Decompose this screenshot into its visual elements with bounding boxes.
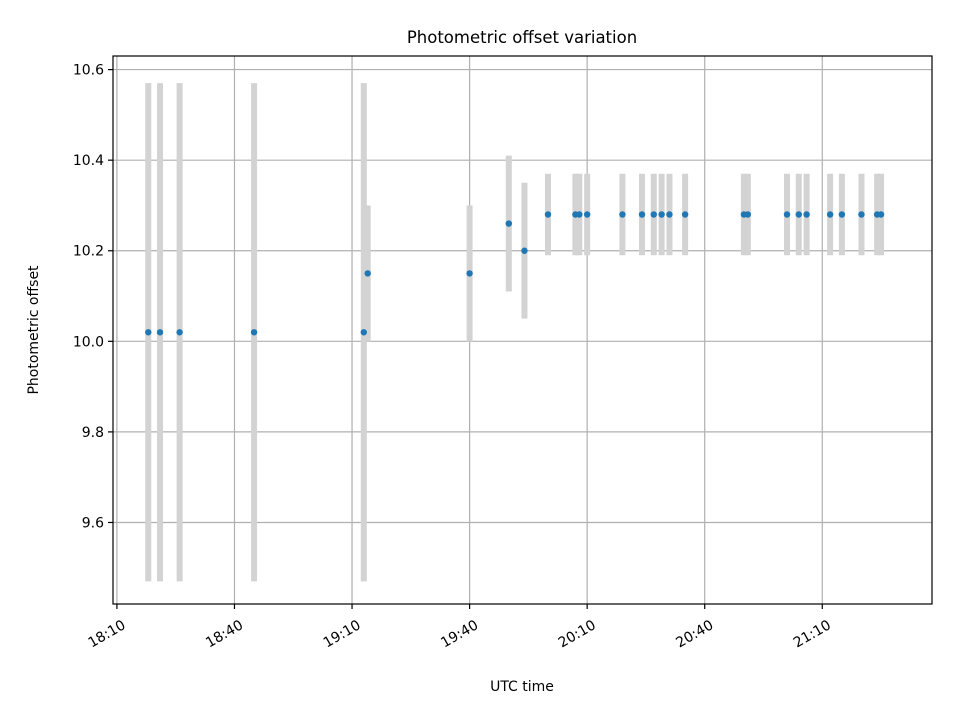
data-point bbox=[360, 329, 367, 336]
data-point bbox=[838, 211, 846, 218]
y-tick-label: 10.0 bbox=[73, 334, 104, 350]
y-tick-label: 10.4 bbox=[73, 153, 104, 169]
y-tick-label: 9.6 bbox=[82, 515, 104, 531]
x-axis-label: UTC time bbox=[490, 679, 554, 695]
data-point bbox=[826, 211, 834, 218]
data-point bbox=[145, 329, 152, 336]
data-point bbox=[505, 220, 512, 227]
data-point bbox=[466, 270, 473, 277]
data-point bbox=[176, 329, 183, 336]
y-tick-label: 10.2 bbox=[73, 244, 104, 260]
data-point bbox=[650, 211, 657, 218]
data-point bbox=[658, 211, 665, 218]
data-point bbox=[666, 211, 673, 218]
data-point bbox=[744, 211, 752, 218]
y-axis-ticks: 9.6 9.8 10.0 10.2 10.4 10.6 bbox=[73, 63, 113, 531]
data-point bbox=[681, 211, 689, 218]
data-point bbox=[858, 211, 865, 218]
data-point bbox=[638, 211, 646, 218]
plot-frame bbox=[112, 55, 933, 605]
grid bbox=[113, 56, 932, 604]
data-point bbox=[156, 329, 164, 336]
data-point bbox=[576, 211, 583, 218]
data-point bbox=[364, 270, 371, 277]
data-points bbox=[145, 211, 885, 336]
data-point bbox=[803, 211, 810, 218]
data-point bbox=[521, 247, 528, 254]
data-point bbox=[795, 211, 802, 218]
data-point bbox=[544, 211, 552, 218]
y-tick-label: 9.8 bbox=[82, 425, 104, 441]
y-tick-label: 10.6 bbox=[73, 63, 104, 79]
data-point bbox=[877, 211, 885, 218]
data-point bbox=[250, 329, 258, 336]
chart-title: Photometric offset variation bbox=[407, 28, 637, 47]
data-point bbox=[619, 211, 626, 218]
data-point bbox=[783, 211, 791, 218]
y-axis-label: Photometric offset bbox=[26, 265, 42, 395]
data-point bbox=[583, 211, 591, 218]
